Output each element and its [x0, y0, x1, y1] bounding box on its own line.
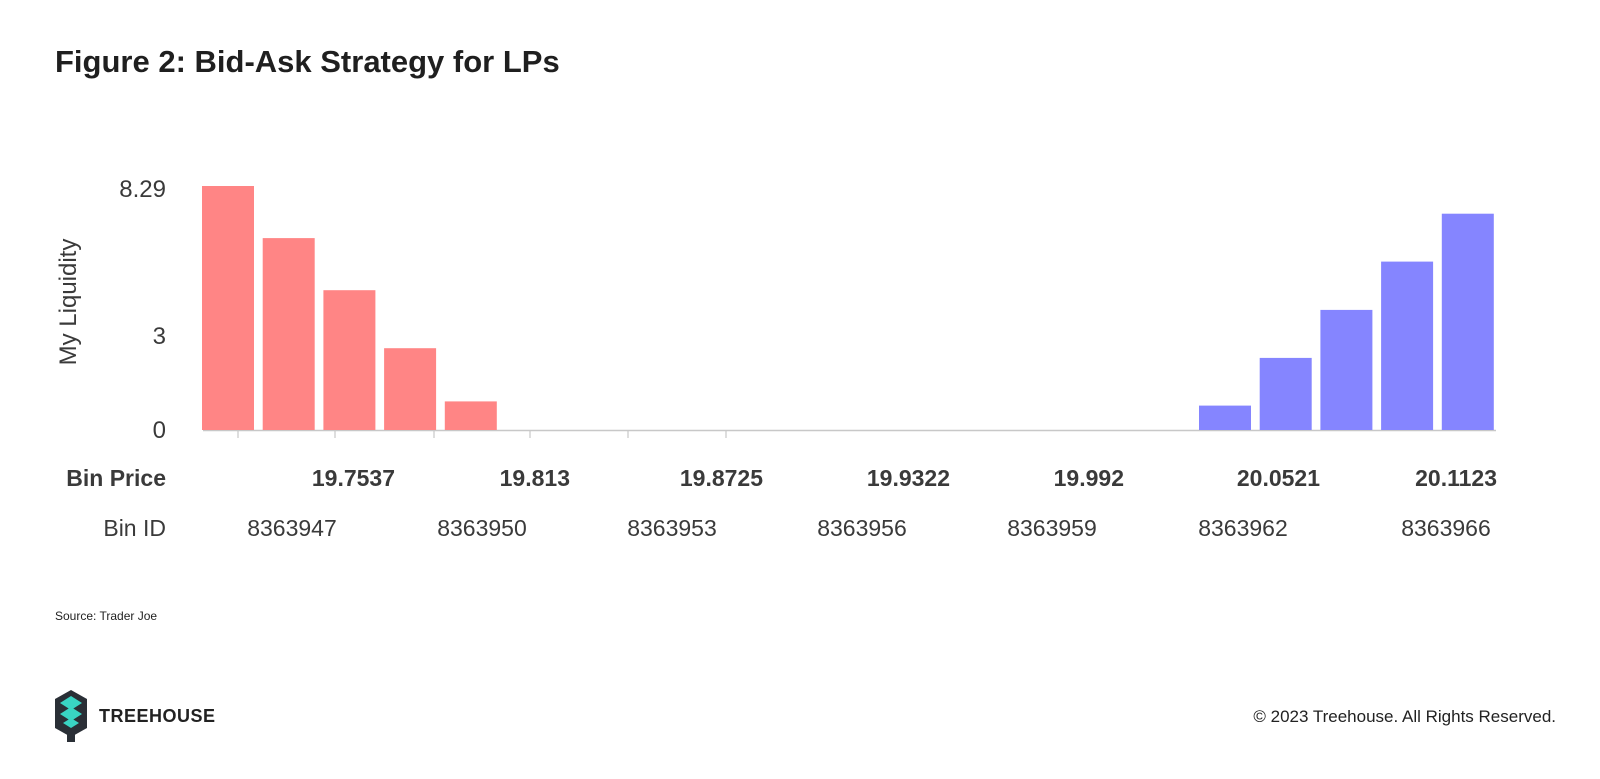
ask-bar-4: [1381, 261, 1434, 430]
ask-bar-2: [1259, 357, 1312, 430]
ask-bar-5: [1441, 213, 1494, 430]
price-tick-label: 19.992: [1054, 465, 1124, 491]
price-tick-label: 20.0521: [1237, 465, 1320, 491]
y-tick-mid: 3: [153, 323, 166, 350]
y-tick-max: 8.29: [119, 176, 166, 203]
treehouse-logo-icon: [55, 690, 87, 742]
bid-bar-5: [444, 401, 497, 430]
price-tick-label: 19.9322: [867, 465, 950, 491]
bin-id-tick-label: 8363959: [1007, 515, 1097, 541]
source-note: Source: Trader Joe: [55, 609, 158, 623]
y-tick-zero: 0: [153, 417, 166, 444]
y-axis-label: My Liquidity: [55, 239, 82, 366]
bid-bar-3: [323, 290, 376, 430]
bin-id-tick-label: 8363947: [247, 515, 337, 541]
bin-id-tick-label: 8363953: [627, 515, 717, 541]
bid-bar-1: [202, 186, 254, 430]
ask-bar-3: [1320, 309, 1373, 430]
bin-price-label: Bin Price: [66, 465, 166, 491]
bin-id-tick-label: 8363950: [437, 515, 527, 541]
price-tick-label: 19.813: [500, 465, 570, 491]
price-tick-label: 20.1123: [1415, 465, 1497, 491]
page-title: Figure 2: Bid-Ask Strategy for LPs: [55, 44, 560, 79]
brand-logo[interactable]: TREEHOUSE: [55, 690, 216, 742]
bin-id-tick-label: 8363966: [1401, 515, 1491, 541]
brand-name: TREEHOUSE: [99, 705, 216, 726]
bid-bar-2: [262, 238, 315, 430]
bin-id-label: Bin ID: [103, 515, 166, 541]
ask-bar-1: [1199, 405, 1251, 430]
price-tick-label: 19.7537: [312, 465, 395, 491]
copyright-notice: © 2023 Treehouse. All Rights Reserved.: [1253, 707, 1556, 726]
price-tick-label: 19.8725: [680, 465, 763, 491]
bin-id-tick-label: 8363956: [817, 515, 907, 541]
bid-bar-4: [384, 348, 437, 430]
bin-id-tick-label: 8363962: [1198, 515, 1288, 541]
